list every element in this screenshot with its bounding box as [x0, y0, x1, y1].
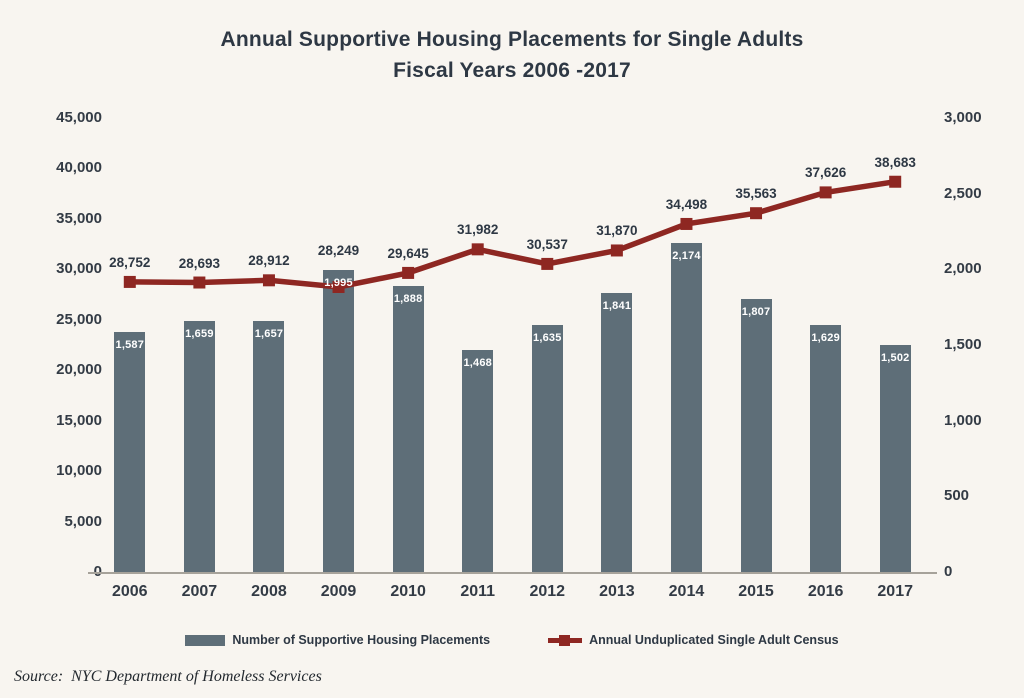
x-axis-year-label: 2012: [529, 583, 566, 600]
x-axis-line: [88, 572, 937, 574]
y-axis-left-tick-label: 35,000: [56, 209, 102, 227]
x-axis-year-label: 2006: [111, 583, 148, 600]
bar-value-label: 1,657: [254, 328, 284, 341]
x-axis-year-label: 2015: [738, 583, 774, 600]
bar-value-label: 1,587: [115, 338, 145, 351]
chart-title-line2: Fiscal Years 2006 -2017: [393, 59, 631, 82]
placements-bar: [740, 298, 772, 572]
line-point-marker: [123, 275, 136, 288]
chart-title: Annual Supportive Housing Placements for…: [0, 24, 1024, 86]
legend-label-placements: Number of Supportive Housing Placements: [232, 633, 491, 647]
legend: Number of Supportive Housing Placements …: [0, 633, 1024, 647]
y-axis-right-tick-label: 1,000: [944, 411, 982, 429]
line-point-marker: [610, 244, 623, 257]
line-value-label: 28,249: [317, 243, 360, 259]
line-series-swatch: [548, 634, 583, 646]
bar-value-label: 1,841: [602, 300, 632, 313]
line-value-label: 28,912: [248, 253, 290, 269]
y-axis-left-tick-label: 5,000: [64, 512, 102, 530]
line-value-label: 34,498: [665, 196, 708, 212]
y-axis-left-tick-label: 45,000: [56, 109, 102, 126]
placements-bar: [879, 344, 911, 572]
y-axis-left-tick-label: 15,000: [56, 411, 102, 429]
x-axis-year-label: 2016: [807, 583, 844, 600]
y-axis-right-tick-label: 2,000: [944, 260, 982, 278]
line-point-marker: [471, 243, 484, 256]
x-axis-year-label: 2010: [390, 583, 426, 600]
bar-series-swatch: [185, 634, 226, 646]
placements-bar: [114, 331, 146, 572]
bar-value-label: 1,888: [393, 293, 423, 306]
x-axis-year-label: 2013: [599, 583, 635, 600]
line-point-marker: [680, 217, 693, 230]
line-value-label: 31,870: [596, 223, 638, 239]
placements-bar: [670, 243, 702, 572]
y-axis-right-tick-label: 3,000: [944, 109, 982, 126]
line-value-label: 28,752: [109, 254, 151, 270]
y-axis-left-tick-label: 0: [22, 563, 102, 580]
placements-bar: [462, 349, 494, 572]
y-axis-left-tick-label: 25,000: [56, 310, 102, 328]
line-point-marker: [819, 186, 832, 199]
bar-value-label: 1,659: [185, 327, 214, 340]
line-value-label: 38,683: [874, 154, 916, 170]
x-axis-year-label: 2009: [320, 583, 357, 600]
y-axis-right-tick-label: 0: [944, 563, 953, 580]
placements-bar: [810, 325, 842, 572]
y-axis-right-tick-label: 1,500: [944, 336, 982, 353]
line-value-label: 35,563: [735, 186, 777, 202]
line-value-label: 37,626: [804, 165, 847, 181]
bar-value-label: 1,468: [463, 356, 492, 369]
x-axis-year-label: 2008: [251, 583, 287, 600]
x-axis-year-label: 2011: [460, 583, 496, 600]
line-point-marker: [889, 175, 902, 188]
y-axis-left-tick-label: 40,000: [56, 159, 102, 177]
placements-bar: [601, 293, 633, 572]
bar-value-label: 1,502: [880, 351, 910, 364]
line-value-label: 28,693: [178, 255, 221, 271]
y-axis-right-tick-label: 2,500: [944, 184, 982, 202]
bar-value-label: 1,629: [811, 332, 840, 345]
placements-bar: [323, 270, 355, 572]
placements-bar: [531, 324, 563, 572]
line-value-label: 29,645: [387, 245, 429, 261]
line-value-label: 30,537: [526, 236, 568, 252]
source-note: Source: NYC Department of Homeless Servi…: [14, 668, 322, 685]
line-swatch-marker: [559, 634, 571, 646]
bar-value-label: 1,635: [533, 331, 562, 344]
placements-bar: [183, 320, 215, 572]
y-axis-left-tick-label: 30,000: [56, 260, 102, 278]
line-point-marker: [193, 276, 206, 289]
legend-label-census: Annual Unduplicated Single Adult Census: [589, 633, 839, 647]
line-point-marker: [402, 266, 415, 279]
bar-value-label: 1,807: [741, 305, 771, 318]
y-axis-left-tick-label: 20,000: [56, 361, 102, 379]
line-point-marker: [541, 257, 554, 270]
legend-item-census: Annual Unduplicated Single Adult Census: [548, 633, 839, 647]
x-axis-year-label: 2014: [668, 583, 705, 600]
placements-bar: [392, 286, 424, 572]
bar-value-label: 2,174: [672, 250, 701, 262]
chart-title-line1: Annual Supportive Housing Placements for…: [220, 28, 804, 51]
line-point-marker: [262, 274, 275, 287]
bar-value-label: 1,995: [324, 277, 353, 290]
y-axis-left-tick-label: 10,000: [56, 462, 102, 480]
line-value-label: 31,982: [457, 222, 499, 238]
y-axis-right-tick-label: 500: [944, 487, 970, 505]
legend-item-placements: Number of Supportive Housing Placements: [185, 633, 490, 647]
line-point-marker: [750, 207, 763, 220]
placements-bar: [253, 321, 285, 572]
x-axis-year-label: 2017: [877, 583, 913, 600]
x-axis-year-label: 2007: [181, 583, 218, 600]
